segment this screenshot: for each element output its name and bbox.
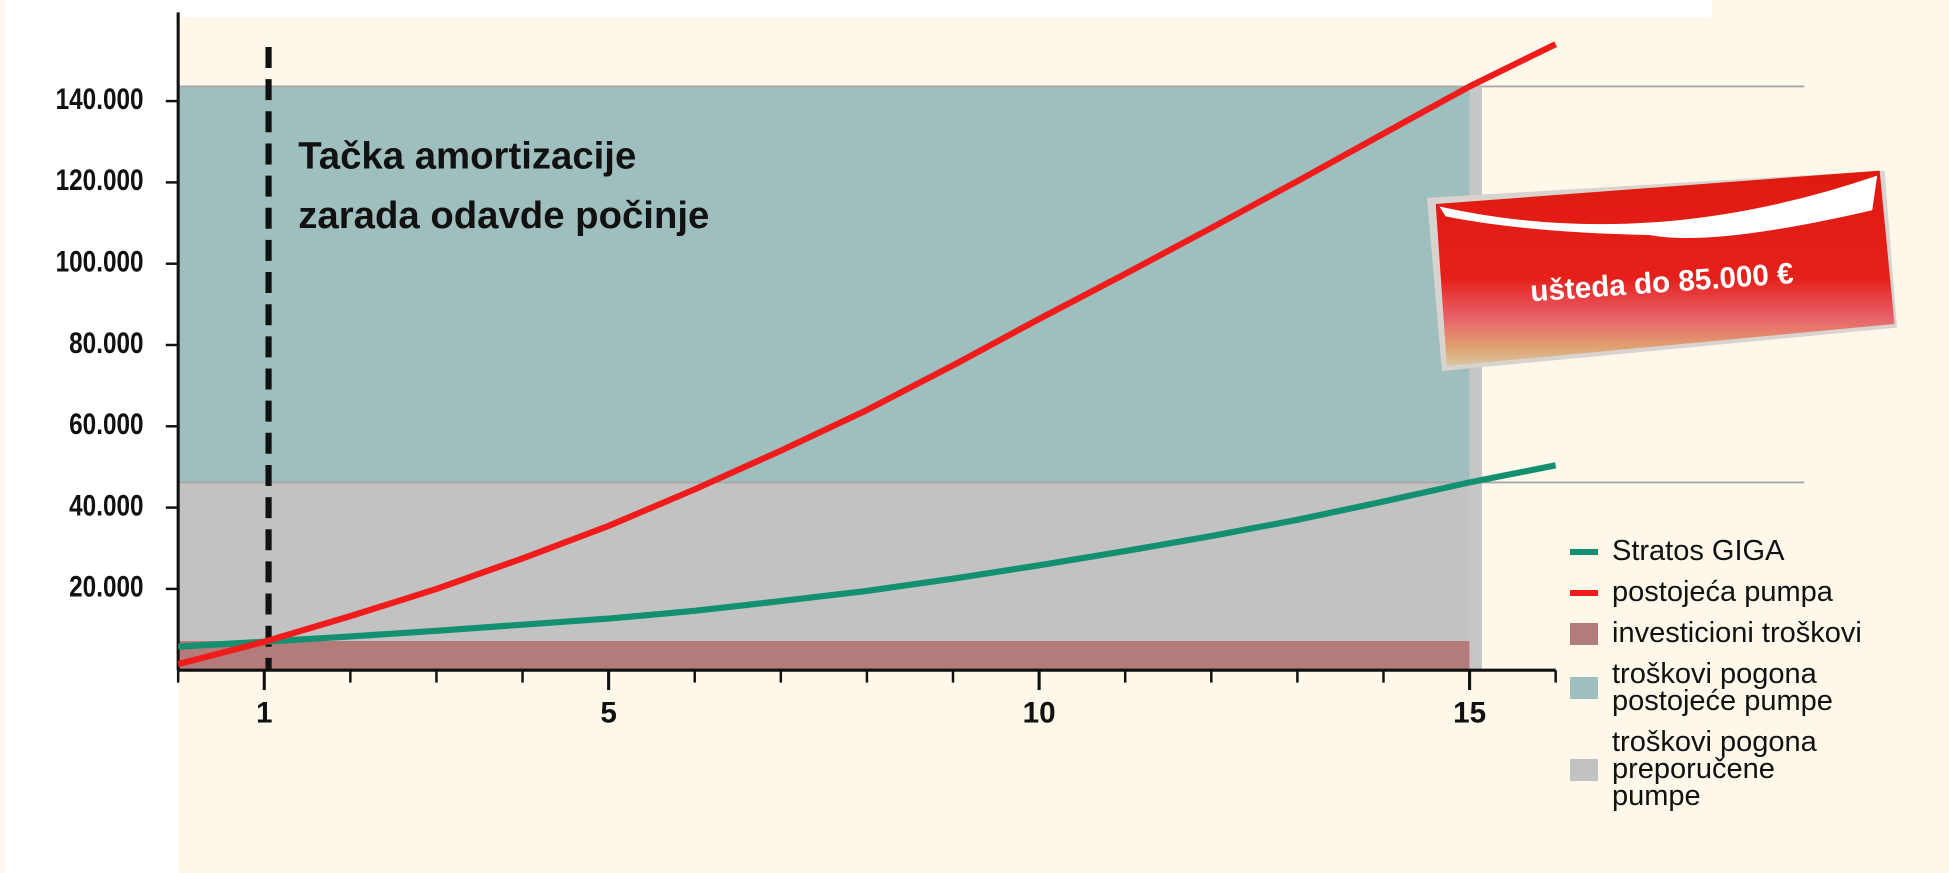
callout-fold: [1439, 175, 1878, 239]
y-tick-label: 100.000: [56, 244, 144, 278]
legend-item: troškovi pogona postojeće pumpe: [1570, 658, 1840, 717]
legend-swatch: [1570, 677, 1598, 699]
legend-swatch: [1570, 622, 1598, 645]
top-background: [5, 0, 1712, 18]
legend-label: Stratos GIGA: [1612, 535, 1785, 567]
left-background: [5, 0, 179, 873]
legend-swatch: [1570, 758, 1598, 781]
y-tick-label: 140.000: [56, 82, 144, 116]
legend-item: investicioni troškovi: [1570, 617, 1940, 649]
y-tick-label: 120.000: [56, 163, 144, 197]
x-tick-label: 1: [256, 697, 273, 730]
legend-label: postojeća pumpa: [1612, 576, 1833, 608]
x-tick-label: 10: [1023, 697, 1056, 730]
legend-label: investicioni troškovi: [1612, 617, 1862, 649]
cost-band: [178, 86, 1470, 483]
legend: Stratos GIGA postojeća pumpa investicioni …: [1570, 535, 1940, 824]
legend-item: Stratos GIGA: [1570, 535, 1940, 567]
x-tick-label: 5: [600, 697, 617, 730]
legend-item: postojeća pumpa: [1570, 576, 1940, 608]
series-line: [177, 41, 1558, 668]
callout: ušteda do 85.000 €: [1427, 170, 1897, 371]
legend-swatch: [1570, 548, 1598, 555]
y-tick-label: 80.000: [69, 325, 143, 359]
legend-label: troškovi pogona preporučene pumpe: [1612, 726, 1817, 812]
plot-area: 20.000 40.000 60.000 80.000 100.000 120.000 14…: [56, 12, 1805, 730]
cost-band: [178, 482, 1470, 641]
legend-swatch: [1570, 589, 1598, 596]
cost-band: [178, 640, 1470, 671]
y-tick-label: 60.000: [69, 407, 143, 441]
breakeven-label: Tačka amortizacije: [298, 134, 636, 177]
legend-label: troškovi pogona postojeće pumpe: [1612, 658, 1833, 717]
y-tick-label: 20.000: [69, 569, 143, 603]
legend-item: troškovi pogona preporučene pumpe: [1570, 726, 1840, 812]
breakeven-label: zarada odavde počinje: [298, 194, 709, 237]
band-side: [1469, 86, 1482, 671]
series-line: [177, 462, 1557, 650]
y-tick-label: 40.000: [69, 488, 143, 522]
x-tick-label: 15: [1453, 697, 1486, 730]
